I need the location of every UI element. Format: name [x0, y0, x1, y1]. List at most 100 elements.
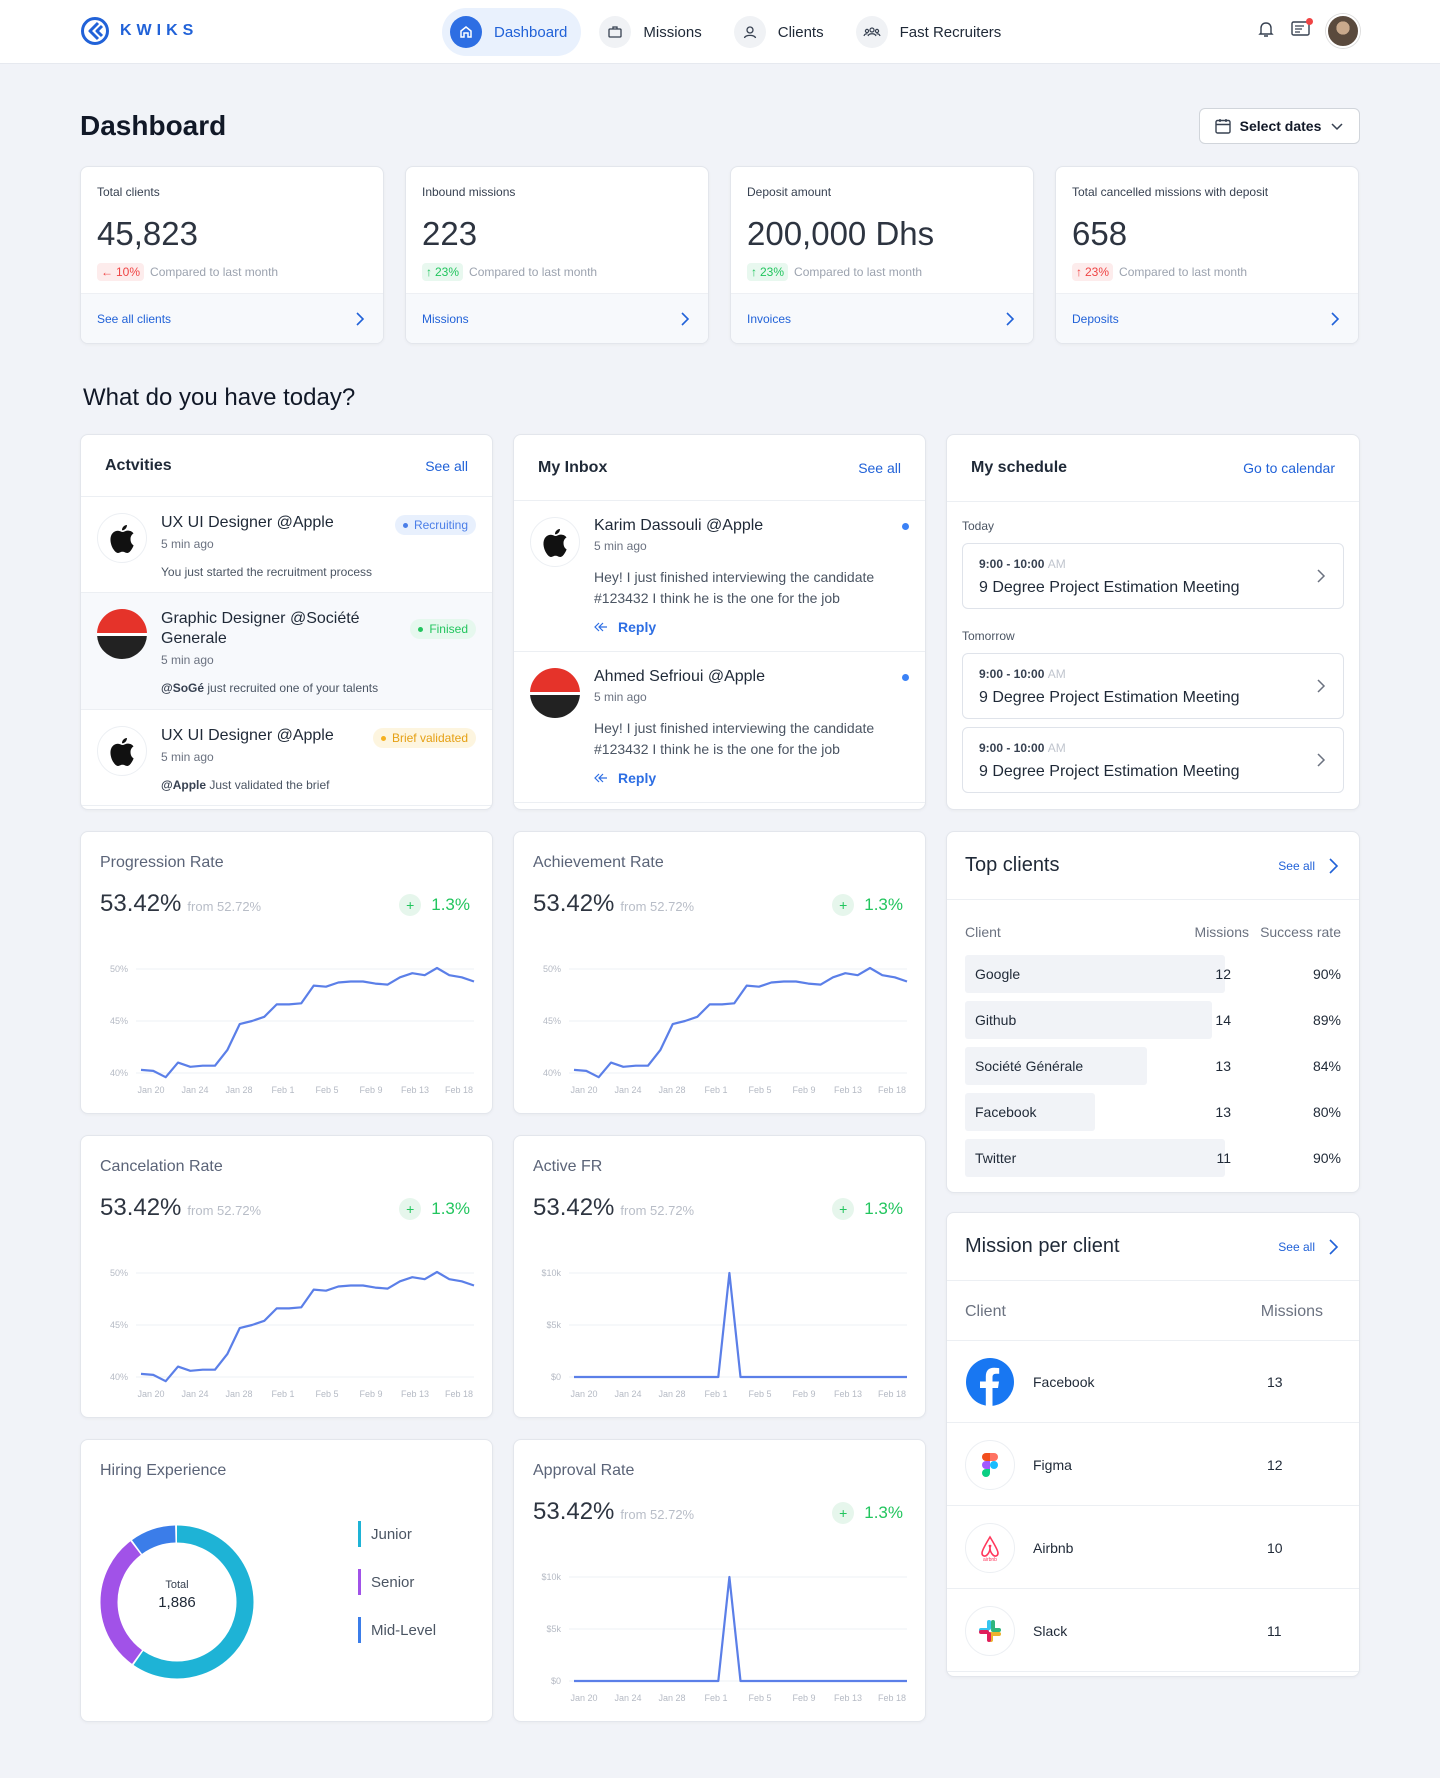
- activities-card: Actvities See all UX UI Designer @Apple 5…: [80, 434, 493, 810]
- top-clients-header: Client Missions Success rate: [965, 924, 1341, 940]
- chart-change: +1.3%: [832, 1502, 903, 1524]
- inbox-message[interactable]: Ahmed Sefrioui @Apple 5 min ago Hey! I j…: [514, 652, 925, 803]
- kwiks-logo-icon: [81, 17, 109, 45]
- client-missions: 14: [1215, 1012, 1231, 1028]
- stat-link[interactable]: Missions: [422, 311, 469, 326]
- table-row[interactable]: Twitter 11 90%: [965, 1139, 1341, 1177]
- table-row[interactable]: Facebook 13 80%: [965, 1093, 1341, 1131]
- client-missions: 13: [1267, 1373, 1283, 1390]
- x-tick-label: Jan 28: [225, 1389, 252, 1399]
- activity-title: UX UI Designer @Apple: [161, 514, 334, 531]
- societe-generale-icon: [530, 668, 580, 718]
- chevron-right-icon: [1329, 857, 1339, 874]
- table-row[interactable]: Facebook 13: [947, 1341, 1359, 1423]
- reply-icon: [594, 622, 607, 632]
- client-name: Facebook: [1033, 1373, 1095, 1390]
- select-dates-button[interactable]: Select dates: [1199, 108, 1360, 144]
- stat-link[interactable]: Invoices: [747, 311, 792, 326]
- schedule-event[interactable]: 9:00 - 10:00 AM 9 Degree Project Estimat…: [962, 653, 1344, 719]
- stat-footer-link[interactable]: Missions: [406, 293, 708, 343]
- stat-label: Deposit amount: [747, 185, 832, 199]
- client-bar: [965, 1139, 1225, 1177]
- nav-dashboard[interactable]: Dashboard: [442, 8, 582, 56]
- activity-desc-text: just recruited one of your talents: [204, 681, 379, 695]
- legend-item-junior: Junior60%: [358, 1521, 492, 1547]
- card-title: Mission per client: [965, 1235, 1120, 1257]
- airbnb-icon: airbnb: [965, 1522, 1015, 1573]
- reply-button[interactable]: Reply: [594, 770, 909, 786]
- messages-icon[interactable]: [1290, 17, 1313, 44]
- client-name: Slack: [1033, 1622, 1068, 1639]
- chart-change: +1.3%: [399, 894, 470, 916]
- x-tick-label: Jan 20: [570, 1389, 597, 1399]
- go-to-calendar-link[interactable]: Go to calendar: [1243, 460, 1335, 476]
- x-tick-label: Feb 5: [748, 1693, 771, 1703]
- brand-logo[interactable]: KWIKS: [80, 16, 198, 46]
- activities-see-all-link[interactable]: See all: [425, 457, 468, 474]
- table-row[interactable]: Slack 11: [947, 1590, 1359, 1672]
- y-tick-label: 40%: [543, 1068, 561, 1078]
- stat-footer-link[interactable]: Deposits: [1056, 293, 1358, 343]
- activity-desc-text: Just validated the brief: [206, 778, 330, 792]
- bell-icon[interactable]: [1256, 19, 1276, 44]
- x-tick-label: Jan 24: [614, 1693, 641, 1703]
- stat-link[interactable]: See all clients: [97, 311, 172, 326]
- nav-missions[interactable]: Missions: [591, 8, 715, 56]
- cancelation-rate-chart: Cancelation Rate 53.42% from 52.72% +1.3%…: [80, 1135, 493, 1418]
- main-nav: Dashboard Missions Clients Fast Recruite…: [442, 8, 1015, 56]
- y-tick-label: $10k: [541, 1268, 561, 1278]
- legend-label: Senior: [371, 1573, 415, 1591]
- activity-time: 5 min ago: [161, 537, 214, 551]
- stat-link[interactable]: Deposits: [1072, 311, 1119, 326]
- series-line: [573, 966, 908, 1079]
- table-row[interactable]: Google 12 90%: [965, 955, 1341, 993]
- nav-fast-recruiters[interactable]: Fast Recruiters: [848, 8, 1016, 56]
- reply-button[interactable]: Reply: [594, 619, 909, 635]
- chevron-right-icon: [356, 311, 365, 326]
- activity-desc: @SoGé just recruited one of your talents: [161, 681, 476, 695]
- activity-time: 5 min ago: [161, 750, 214, 764]
- schedule-event[interactable]: 9:00 - 10:00 AM 9 Degree Project Estimat…: [962, 543, 1344, 609]
- stat-footer-link[interactable]: Invoices: [731, 293, 1033, 343]
- table-row[interactable]: Société Générale 13 84%: [965, 1047, 1341, 1085]
- activity-item[interactable]: Graphic Designer @Société Generale 5 min…: [81, 593, 492, 710]
- calendar-icon: [1214, 119, 1231, 134]
- activity-item[interactable]: UX UI Designer @Apple 5 min ago @Apple J…: [81, 710, 492, 806]
- top-clients-see-all-link[interactable]: See all: [1278, 857, 1339, 875]
- table-row[interactable]: airbnb Airbnb 10: [947, 1507, 1359, 1589]
- approval-rate-chart: Approval Rate 53.42% from 52.72% +1.3% $1…: [513, 1439, 926, 1722]
- achievement-rate-chart: Achievement Rate 53.42% from 52.72% +1.3%…: [513, 831, 926, 1114]
- client-success-rate: 90%: [1312, 1150, 1341, 1166]
- client-name: Google: [975, 966, 1021, 982]
- schedule-day-label: Today: [962, 519, 995, 533]
- client-name: Twitter: [975, 1150, 1017, 1166]
- legend-item-mid-level: Mid-Level10%: [358, 1617, 492, 1643]
- mission-per-client-see-all-link[interactable]: See all: [1278, 1238, 1339, 1256]
- inbox-message[interactable]: Karim Dassouli @Apple 5 min ago Hey! I j…: [514, 501, 925, 652]
- inbox-see-all-link[interactable]: See all: [858, 459, 901, 476]
- schedule-event[interactable]: 9:00 - 10:00 AM 9 Degree Project Estimat…: [962, 727, 1344, 793]
- client-name: Facebook: [975, 1104, 1037, 1120]
- apple-icon: [530, 517, 580, 567]
- chevron-right-icon: [1317, 753, 1326, 767]
- nav-clients[interactable]: Clients: [726, 8, 838, 56]
- stat-footer-link[interactable]: See all clients: [81, 293, 383, 343]
- user-avatar[interactable]: [1326, 14, 1360, 48]
- chart-change-value: 1.3%: [864, 1199, 903, 1218]
- arrow-up-icon: ↑: [751, 265, 757, 279]
- activity-time: 5 min ago: [161, 653, 214, 667]
- event-time-range: 9:00 - 10:00: [979, 741, 1045, 755]
- y-tick-label: 45%: [110, 1320, 128, 1330]
- table-row[interactable]: Github 14 89%: [965, 1001, 1341, 1039]
- x-tick-label: Jan 28: [658, 1693, 685, 1703]
- chart-from-value: from 52.72%: [620, 1507, 695, 1522]
- y-tick-label: $0: [551, 1372, 561, 1382]
- x-tick-label: Jan 24: [614, 1389, 641, 1399]
- table-row[interactable]: Figma 12: [947, 1424, 1359, 1506]
- client-success-rate: 89%: [1312, 1012, 1341, 1028]
- activity-item[interactable]: UX UI Designer @Apple 5 min ago You just…: [81, 497, 492, 593]
- event-ampm: AM: [1047, 557, 1066, 571]
- message-body: Hey! I just finished interviewing the ca…: [594, 569, 875, 606]
- client-success-rate: 90%: [1312, 966, 1341, 982]
- stat-change-badge: ↑ 23%: [422, 263, 464, 281]
